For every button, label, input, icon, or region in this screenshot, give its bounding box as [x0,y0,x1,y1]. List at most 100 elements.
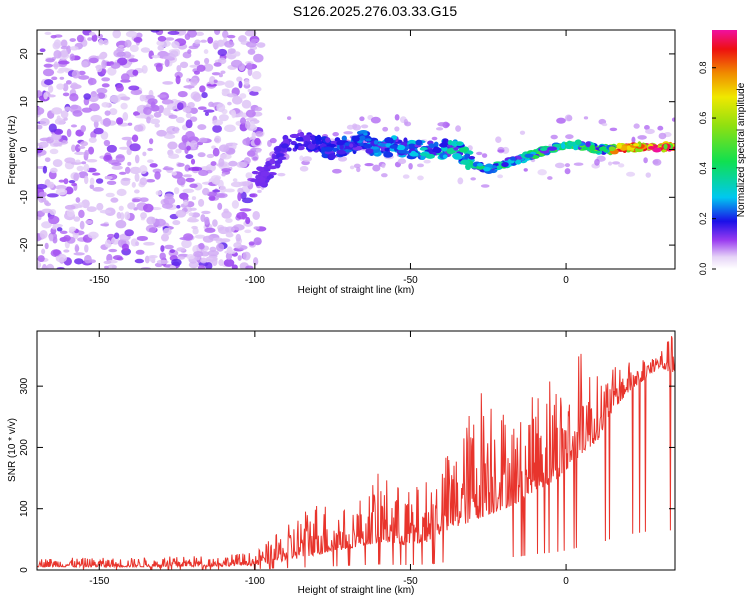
spectrogram-blob [379,143,388,147]
spectrogram-blob [50,167,58,174]
spectrogram-blob [644,125,650,130]
spectrogram-blob [227,101,232,106]
spectrogram-blob [189,183,198,189]
spectrogram-blob [408,162,413,170]
spectrogram-blob [225,218,233,223]
spectrogram-blob [260,171,270,177]
spectrogram-blob [71,144,76,152]
spectrogram-blob [359,135,366,141]
snr-y-tick-label: 300 [19,377,30,394]
spectrogram-blob [231,95,243,105]
spectrogram-blob [78,145,86,149]
snr-panel: -150 -100 -50 0 0 100 200 300 Height of straig… [7,330,676,596]
spectrogram-blob [230,181,243,188]
spectrogram-blob [131,134,139,143]
spectrogram-blob [250,38,260,43]
spectrogram-blob [86,159,98,163]
spectrogram-blob [497,174,504,179]
spectrogram-blob [211,257,218,267]
spectrogram-blob [214,135,222,144]
spectrogram-blob [212,219,218,227]
spectrogram-blob [289,133,300,139]
spectrogram-blob [95,64,103,73]
spectrogram-blob [238,80,243,89]
spectrogram-blob [108,248,118,253]
spectrogram-blob [58,179,65,183]
spectrogram-blob [70,124,78,128]
spectrogram-blob [201,92,208,99]
spectrogram-blob [120,73,130,82]
spectrogram-blob [631,136,636,143]
spectrogram-blob [384,137,394,144]
spectrogram-blob [48,234,54,242]
spectrogram-blob [241,181,251,187]
spectrogram-x-tick-label: 0 [563,275,569,286]
snr-background [37,331,675,570]
spectrogram-blob [637,135,647,140]
spectrogram-blob [208,195,216,201]
spectrogram-blob [156,259,169,265]
spectrogram-blob [185,130,195,140]
snr-y-tick-label: 100 [19,500,30,517]
spectrogram-y-tick-label: -10 [19,190,30,205]
spectrogram-blob [65,80,72,85]
colorbar-tick-label: 0.0 [698,263,708,276]
spectrogram-blob [39,137,52,142]
spectrogram-blob [198,198,205,207]
spectrogram-blob [235,233,242,242]
spectrogram-blob [223,258,235,267]
spectrogram-blob [131,181,136,188]
spectrogram-blob [246,150,256,157]
spectrogram-blob [216,243,225,252]
spectrogram-blob [212,147,220,157]
spectrogram-blob [336,149,346,155]
spectrogram-blob [62,92,70,97]
spectrogram-blob [601,122,608,127]
spectrogram-blob [381,163,386,169]
spectrogram-blob [590,149,601,154]
spectrogram-blob [251,170,259,175]
spectrogram-blob [211,72,221,76]
spectrogram-blob [249,120,255,130]
spectrogram-blob [148,255,158,259]
colorbar-ticks: 0.0 0.2 0.4 0.6 0.8 [698,61,716,275]
spectrogram-blob [52,159,63,168]
spectrogram-blob [139,94,146,102]
spectrogram-blob [53,39,62,49]
spectrogram-blob [60,110,69,119]
spectrogram-blob [510,156,516,161]
spectrogram-blob [201,210,211,215]
spectrogram-blob [231,264,238,269]
spectrogram-blob [244,79,250,86]
spectrogram-blob [135,241,140,246]
spectrogram-blob [52,249,61,256]
spectrogram-blob [339,144,344,150]
spectrogram-blob [255,175,260,180]
spectrogram-blob [64,157,76,164]
snr-x-tick-label: 0 [563,576,569,587]
spectrogram-blob [191,212,201,218]
spectrogram-blob [267,165,278,170]
spectrogram-blob [109,108,118,116]
spectrogram-blob [149,138,154,145]
spectrogram-blob [244,229,252,234]
spectrogram-blob [175,75,181,85]
spectrogram-blob [69,38,76,42]
spectrogram-blob [187,101,195,109]
spectrogram-blob [43,63,53,68]
spectrogram-blob [252,210,260,220]
spectrogram-blob [163,133,176,140]
spectrogram-blob [476,162,484,167]
spectrogram-blob [77,202,84,209]
spectrogram-blob [255,148,262,153]
spectrogram-blob [185,112,192,119]
spectrogram-blob [280,143,289,149]
spectrogram-blob [149,118,161,125]
spectrogram-blob [224,188,235,193]
spectrogram-blob [59,49,69,58]
spectrogram-blob [175,209,187,218]
spectrogram-blob [394,114,400,121]
spectrogram-blob [197,152,206,158]
spectrogram-blob [168,153,180,159]
spectrogram-blob [437,122,447,127]
